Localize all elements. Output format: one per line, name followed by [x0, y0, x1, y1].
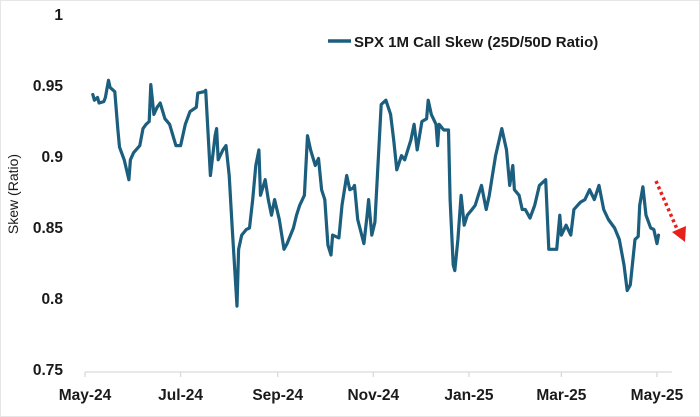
y-tick-label: 0.95	[33, 78, 64, 95]
x-axis: May-24 Jul-24 Sep-24 Nov-24 Jan-25 Mar-25 May-…	[59, 371, 684, 404]
y-axis-label: Skew (Ratio)	[5, 154, 21, 234]
plot-area	[91, 78, 661, 308]
y-tick-label: 0.9	[41, 149, 63, 166]
x-tick-label: Jan-25	[444, 387, 493, 404]
trend-arrow	[654, 180, 686, 242]
y-tick-label: 0.85	[33, 220, 64, 237]
legend-label: SPX 1M Call Skew (25D/50D Ratio)	[354, 34, 598, 51]
x-tick-label: Mar-25	[536, 387, 586, 404]
x-tick-label: May-25	[631, 387, 684, 404]
y-tick-label: 0.8	[41, 291, 63, 308]
y-tick-label: 0.75	[33, 362, 64, 379]
x-tick-label: May-24	[59, 387, 112, 404]
arrow-shaft	[654, 180, 679, 230]
x-tick-label: Jul-24	[158, 387, 203, 404]
arrow-head-icon	[672, 226, 686, 242]
legend: SPX 1M Call Skew (25D/50D Ratio)	[328, 34, 598, 51]
x-tick-label: Sep-24	[252, 387, 303, 404]
y-tick-label: 1	[54, 7, 63, 24]
y-axis-ticks: 0.75 0.8 0.85 0.9 0.95 1	[33, 7, 64, 379]
x-tick-label: Nov-24	[347, 387, 399, 404]
series-line	[91, 78, 661, 308]
